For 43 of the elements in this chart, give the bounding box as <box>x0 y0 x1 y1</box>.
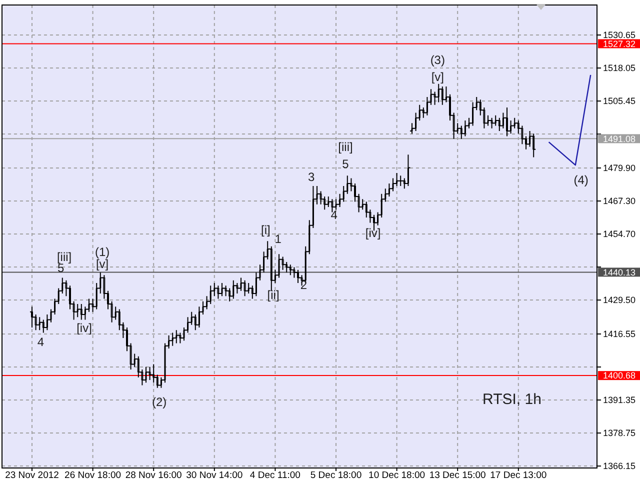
y-tick-label: 1429.50 <box>603 295 636 306</box>
annotation: (4) <box>574 173 588 188</box>
annotation: [iii] <box>338 140 353 154</box>
y-tick-label: 1378.75 <box>603 428 636 438</box>
annotation: RTSI, 1h <box>482 391 542 408</box>
y-tick-label: 1467.30 <box>603 196 636 206</box>
x-tick-label: 28 Nov 16:00 <box>125 470 182 480</box>
x-tick-label: 30 Nov 14:00 <box>186 470 243 480</box>
annotation: 1 <box>274 232 282 246</box>
x-tick-label: 10 Dec 18:00 <box>368 470 426 480</box>
y-tick-label: 1505.45 <box>603 96 636 106</box>
annotation: 4 <box>330 208 338 222</box>
annotation: [v] <box>431 70 444 84</box>
y-tick-label: 1416.55 <box>603 329 636 340</box>
annotation: 5 <box>342 157 350 172</box>
x-tick-label: 5 Dec 18:00 <box>310 470 362 480</box>
ref-line-label: 1440.13 <box>603 267 636 278</box>
annotation: [v] <box>96 257 109 272</box>
annotation: 2 <box>300 278 308 292</box>
x-tick-label: 26 Nov 18:00 <box>64 470 122 480</box>
y-tick-label: 1366.15 <box>603 461 636 472</box>
ref-line-label: 1491.08 <box>603 134 636 144</box>
ref-line-label: 1527.32 <box>603 38 636 49</box>
annotation: [i] <box>261 223 270 238</box>
annotation: (2) <box>152 395 167 410</box>
y-tick-label: 1479.90 <box>603 163 636 174</box>
annotation: 3 <box>308 170 315 184</box>
annotation: (3) <box>430 53 445 68</box>
y-tick-label: 1454.70 <box>603 229 636 240</box>
y-tick-label: 1518.05 <box>603 63 636 74</box>
annotation: [iv] <box>365 226 381 240</box>
x-tick-label: 4 Dec 11:00 <box>250 470 300 480</box>
x-tick-label: 23 Nov 2012 <box>5 470 59 480</box>
y-tick-label: 1530.65 <box>603 30 636 40</box>
x-tick-label: 13 Dec 15:00 <box>429 470 486 480</box>
x-tick-label: 17 Dec 13:00 <box>490 470 547 480</box>
annotation: [ii] <box>267 288 280 302</box>
ref-line-label: 1400.68 <box>603 370 636 381</box>
annotation: [iii] <box>56 250 72 264</box>
annotation: [iv] <box>76 321 92 336</box>
annotation: 4 <box>37 335 44 350</box>
y-tick-label: 1391.35 <box>603 395 636 406</box>
annotation: (1) <box>94 245 110 260</box>
